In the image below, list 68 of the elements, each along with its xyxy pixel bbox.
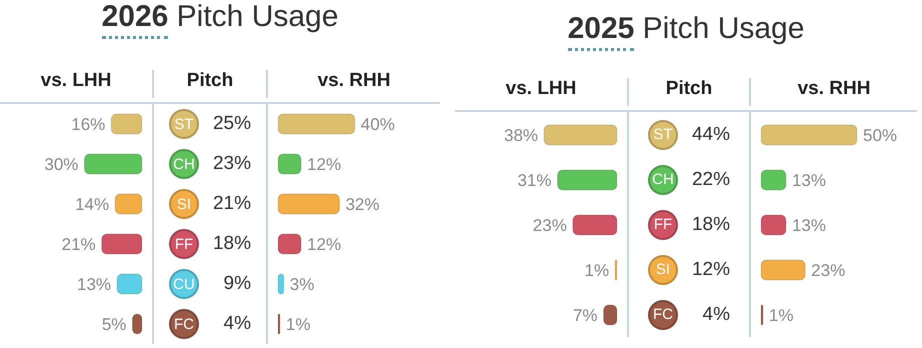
y-axis-title: Pitch: [627, 78, 751, 106]
bar: [761, 124, 857, 146]
y-tick-label: CU: [169, 269, 199, 299]
text: 2026 Pitch Usage: [100, 0, 340, 34]
data-label: 12%: [307, 155, 342, 174]
text: 18%: [212, 233, 251, 255]
y-tick-label: ST: [648, 120, 678, 150]
data-label: 13%: [792, 216, 826, 235]
data-label: 23%: [811, 261, 846, 280]
y-tick-label: CH: [169, 149, 199, 179]
data-label: 50%: [863, 126, 898, 145]
y-tick-label: FF: [169, 229, 199, 259]
series-label: vs. RHH: [796, 78, 872, 101]
bar: [278, 114, 356, 134]
y-tick-label: CH: [648, 164, 678, 194]
data-label: 3%: [290, 275, 314, 294]
text: 12%: [690, 258, 730, 280]
text: 4%: [222, 313, 251, 335]
y-tick-label: FF: [648, 210, 678, 240]
data-label: 30%: [44, 155, 78, 174]
data-label: 21%: [62, 235, 96, 254]
text: 9%: [222, 273, 251, 295]
data-label: 23%: [532, 216, 567, 235]
data-label: 40%: [360, 115, 395, 134]
data-label: 5%: [102, 315, 126, 334]
data-label: 31%: [517, 171, 552, 190]
bar: [116, 274, 142, 294]
y-tick-label: SI: [169, 189, 199, 219]
series-label: vs. LHH: [504, 78, 578, 101]
data-label: 13%: [77, 275, 112, 294]
series-label: vs. RHH: [316, 70, 392, 93]
y-axis-title: Pitch: [152, 70, 268, 98]
data-label: 16%: [71, 115, 106, 134]
text: 4%: [702, 304, 730, 326]
bar: [101, 234, 142, 254]
series-label: vs. LHH: [40, 70, 112, 93]
data-label: 1%: [286, 315, 310, 334]
bar: [110, 114, 142, 134]
bar: [544, 124, 617, 146]
y-tick-label: FC: [169, 309, 199, 339]
text: 18%: [690, 214, 730, 236]
data-label: 12%: [307, 235, 342, 254]
bar: [761, 214, 786, 236]
data-label: 32%: [345, 195, 380, 214]
bar: [278, 194, 340, 214]
bar: [278, 154, 302, 174]
bar: [556, 170, 617, 190]
data-label: 1%: [768, 306, 794, 325]
bar: [761, 260, 806, 280]
bar: [572, 214, 617, 236]
data-label: 14%: [75, 195, 110, 214]
data-label: 7%: [572, 306, 598, 325]
text: 25%: [212, 113, 251, 135]
text: 2025 Pitch Usage: [566, 12, 806, 46]
y-tick-label: SI: [648, 254, 678, 284]
bar: [114, 194, 142, 214]
bar: [761, 170, 786, 190]
data-label: 1%: [584, 261, 610, 280]
y-tick-label: FC: [648, 300, 678, 330]
data-label: 13%: [792, 171, 826, 190]
y-tick-label: ST: [169, 109, 199, 139]
text: 22%: [690, 168, 730, 190]
text: 23%: [212, 153, 251, 175]
bar: [278, 234, 302, 254]
text: 44%: [690, 124, 730, 146]
bar: [84, 154, 142, 174]
data-label: 38%: [504, 126, 538, 145]
text: 21%: [212, 193, 251, 215]
